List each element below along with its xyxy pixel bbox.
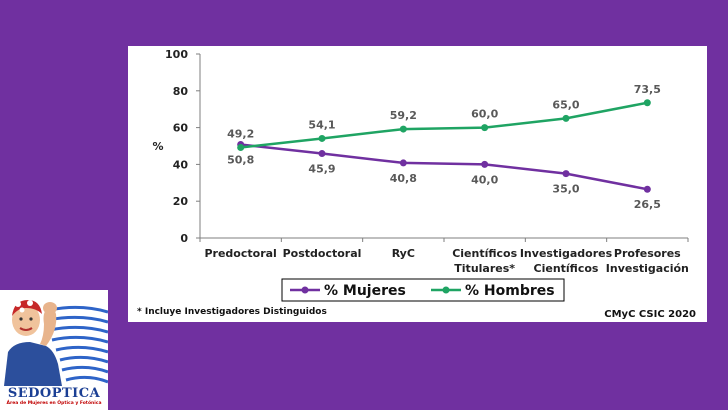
data-point <box>562 114 570 122</box>
data-label: 54,1 <box>308 118 335 131</box>
category-label-line: RyC <box>392 247 415 260</box>
data-label: 60,0 <box>471 108 498 121</box>
series-line <box>240 143 648 191</box>
chart-axes <box>196 53 689 242</box>
series-line <box>240 101 648 149</box>
data-label: 26,5 <box>634 198 661 211</box>
data-label: 35,0 <box>552 183 579 196</box>
y-tick-labels: 0 20 40 60 80 100 <box>165 48 188 245</box>
data-label: 49,2 <box>227 127 254 140</box>
logo-illustration <box>0 290 108 386</box>
sedoptica-logo: SEDOPTICA Área de Mujeres en Óptica y Fo… <box>0 290 108 410</box>
y-tick-label: 100 <box>165 48 188 61</box>
y-tick-label: 80 <box>173 85 189 98</box>
data-point <box>643 185 651 193</box>
data-label: 65,0 <box>552 98 579 111</box>
y-tick-label: 0 <box>180 232 188 245</box>
category-label-line: Postdoctoral <box>283 247 362 260</box>
data-label: 40,0 <box>471 173 498 186</box>
y-axis-label: % <box>152 140 163 153</box>
data-point <box>399 159 407 167</box>
legend-label: % Hombres <box>465 283 555 299</box>
y-tick-label: 60 <box>173 122 189 135</box>
data-point <box>318 150 326 158</box>
category-label: Postdoctoral <box>283 247 362 260</box>
legend: % Mujeres % Hombres <box>281 278 565 302</box>
category-label-line: Investigadores <box>520 247 613 260</box>
y-tick-label: 40 <box>173 158 189 171</box>
category-label: Profesores Investigación <box>606 247 689 275</box>
category-label-line: Titulares* <box>454 262 515 275</box>
category-label-line: Predoctoral <box>204 247 276 260</box>
chart-panel: 0 20 40 60 80 100 % Predoctoral Postdoctoral Ry… <box>128 46 707 322</box>
chart-footnote: * Incluye Investigadores Distinguidos <box>137 307 327 317</box>
data-point <box>481 124 489 132</box>
line-chart: 0 20 40 60 80 100 % Predoctoral Postdoctoral Ry… <box>137 48 696 320</box>
data-label: 73,5 <box>634 83 661 96</box>
data-point <box>481 160 489 168</box>
chart-credit: CMyC CSIC 2020 <box>604 309 696 320</box>
category-labels: Predoctoral Postdoctoral RyC Científicos Tit… <box>204 247 688 275</box>
series-group: 50,8 45,9 40,8 40,0 35,0 26,5 49,2 54,1 59,2 60,0… <box>227 83 661 211</box>
data-label: 40,8 <box>390 172 417 185</box>
category-label-line: Científicos <box>452 247 517 260</box>
data-point <box>237 143 245 151</box>
data-point <box>562 170 570 178</box>
data-point <box>643 99 651 107</box>
category-label-line: Investigación <box>606 262 689 275</box>
category-label: Investigadores Científicos <box>520 247 613 275</box>
legend-swatch-marker <box>301 286 309 294</box>
category-label: RyC <box>392 247 415 260</box>
category-label-line: Científicos <box>534 262 599 275</box>
data-label: 59,2 <box>390 109 417 122</box>
logo-name: SEDOPTICA <box>7 386 101 401</box>
data-point <box>399 125 407 133</box>
data-point <box>318 134 326 142</box>
legend-swatch-marker <box>442 286 450 294</box>
category-label: Científicos Titulares* <box>452 247 517 275</box>
category-label: Predoctoral <box>204 247 276 260</box>
legend-box <box>281 278 565 302</box>
data-label: 45,9 <box>308 163 335 176</box>
category-label-line: Profesores <box>614 247 681 260</box>
data-label: 50,8 <box>227 154 254 167</box>
legend-label: % Mujeres <box>324 283 406 299</box>
logo-tagline: Área de Mujeres en Óptica y Fotónica <box>6 401 102 406</box>
y-tick-label: 20 <box>173 195 189 208</box>
